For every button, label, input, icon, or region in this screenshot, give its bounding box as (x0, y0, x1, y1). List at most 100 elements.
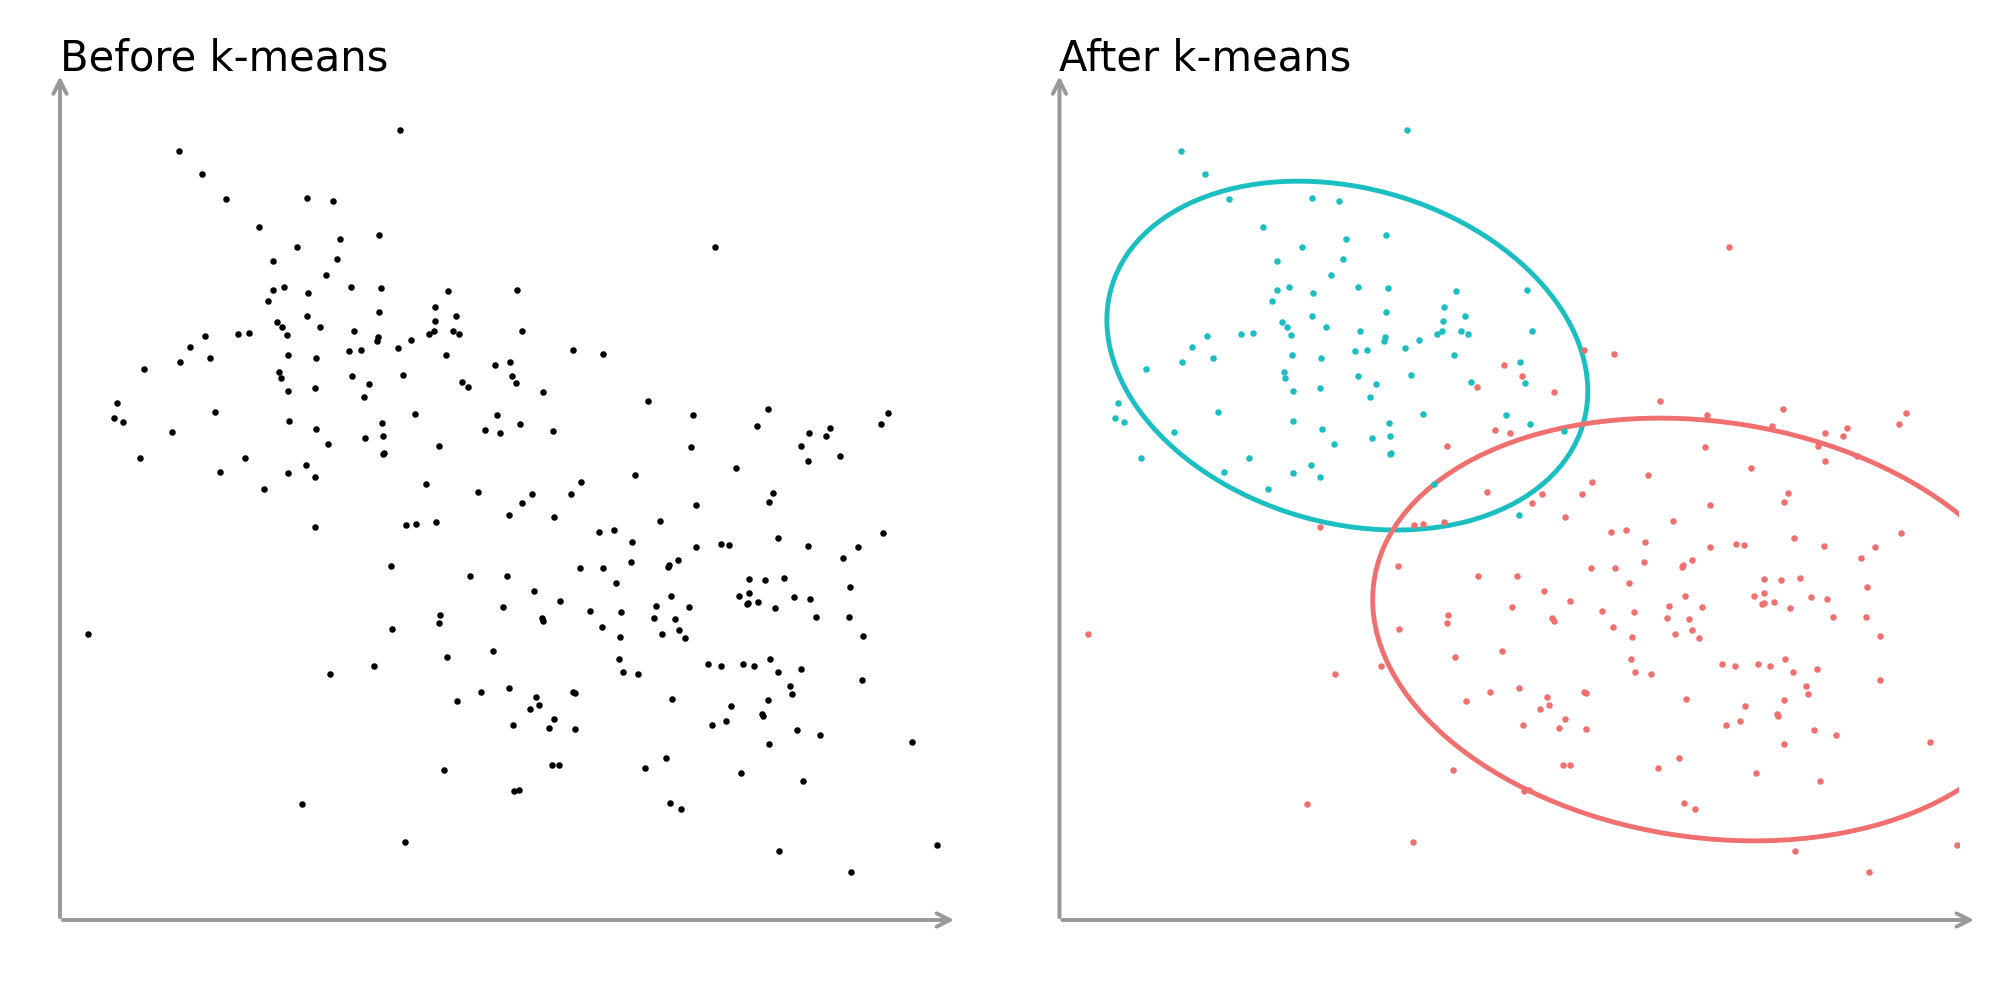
Point (733, 585, 765, 601)
Point (492, 568, 523, 584)
Point (1479, 422, 1510, 438)
Point (631, 393, 663, 409)
Point (298, 519, 330, 535)
Point (1778, 843, 1810, 859)
Point (366, 415, 398, 431)
Point (1389, 340, 1421, 356)
Point (268, 279, 300, 295)
Point (1165, 143, 1197, 159)
Point (583, 524, 615, 540)
Point (414, 326, 446, 342)
Point (188, 328, 220, 344)
Point (1514, 323, 1546, 339)
Point (1574, 474, 1606, 490)
Point (1686, 599, 1718, 615)
Point (929, 709, 961, 725)
Point (1461, 379, 1493, 395)
Point (1640, 760, 1672, 776)
Point (292, 190, 324, 206)
Point (1277, 383, 1309, 399)
Point (751, 692, 783, 708)
Point (194, 350, 226, 366)
Point (1271, 319, 1303, 335)
Point (599, 575, 631, 591)
Point (1530, 689, 1562, 705)
Point (1776, 664, 1808, 680)
Point (785, 438, 817, 454)
Point (1369, 227, 1401, 243)
Point (1125, 450, 1157, 466)
Point (480, 357, 511, 373)
Point (1756, 594, 1788, 610)
Point (603, 651, 635, 667)
Text: After k-means: After k-means (1059, 38, 1351, 80)
Point (1612, 575, 1644, 591)
Point (1101, 395, 1133, 411)
Point (1650, 610, 1682, 626)
Point (466, 684, 498, 700)
Point (1678, 801, 1710, 817)
Point (643, 513, 675, 529)
Point (1451, 326, 1483, 342)
Point (1427, 313, 1459, 329)
Point (1652, 598, 1684, 614)
Point (272, 347, 304, 363)
Point (731, 595, 763, 611)
Point (1277, 465, 1309, 481)
Point (1772, 485, 1804, 501)
Point (1808, 425, 1840, 441)
Point (1449, 693, 1481, 709)
Point (1295, 457, 1327, 473)
Point (1598, 346, 1630, 362)
Point (1291, 796, 1323, 812)
Point (286, 796, 318, 812)
Point (637, 610, 669, 626)
Point (659, 611, 691, 627)
Point (649, 750, 681, 766)
Point (867, 525, 899, 541)
Point (1339, 343, 1371, 359)
Point (1754, 418, 1786, 434)
Point (322, 251, 354, 267)
Point (292, 285, 324, 301)
Point (1191, 328, 1223, 344)
Point (1159, 424, 1191, 440)
Point (1598, 560, 1630, 576)
Point (799, 609, 831, 625)
Point (1746, 571, 1778, 587)
Point (563, 560, 595, 576)
Point (1526, 583, 1558, 599)
Point (1445, 323, 1477, 339)
Point (699, 239, 731, 255)
Point (1305, 421, 1337, 437)
Point (478, 643, 509, 659)
Point (1285, 239, 1317, 255)
Point (428, 762, 460, 778)
Point (737, 658, 769, 674)
Point (162, 143, 194, 159)
Point (1888, 405, 1920, 421)
Point (156, 424, 188, 440)
Point (535, 757, 567, 773)
Point (1800, 661, 1832, 677)
Point (1682, 630, 1714, 646)
Point (1882, 416, 1914, 432)
Point (1738, 588, 1770, 604)
Point (559, 685, 591, 701)
Point (1431, 615, 1463, 631)
Point (1407, 516, 1439, 532)
Point (292, 308, 324, 324)
Point (1796, 722, 1828, 738)
Point (1251, 481, 1283, 497)
Point (338, 323, 370, 339)
Point (1718, 658, 1750, 674)
Point (505, 495, 537, 511)
Point (1359, 376, 1391, 392)
Point (1317, 436, 1349, 452)
Point (1618, 664, 1650, 680)
Point (164, 354, 196, 370)
Point (452, 379, 484, 395)
Point (350, 430, 382, 446)
Point (256, 253, 288, 269)
Point (304, 319, 336, 335)
